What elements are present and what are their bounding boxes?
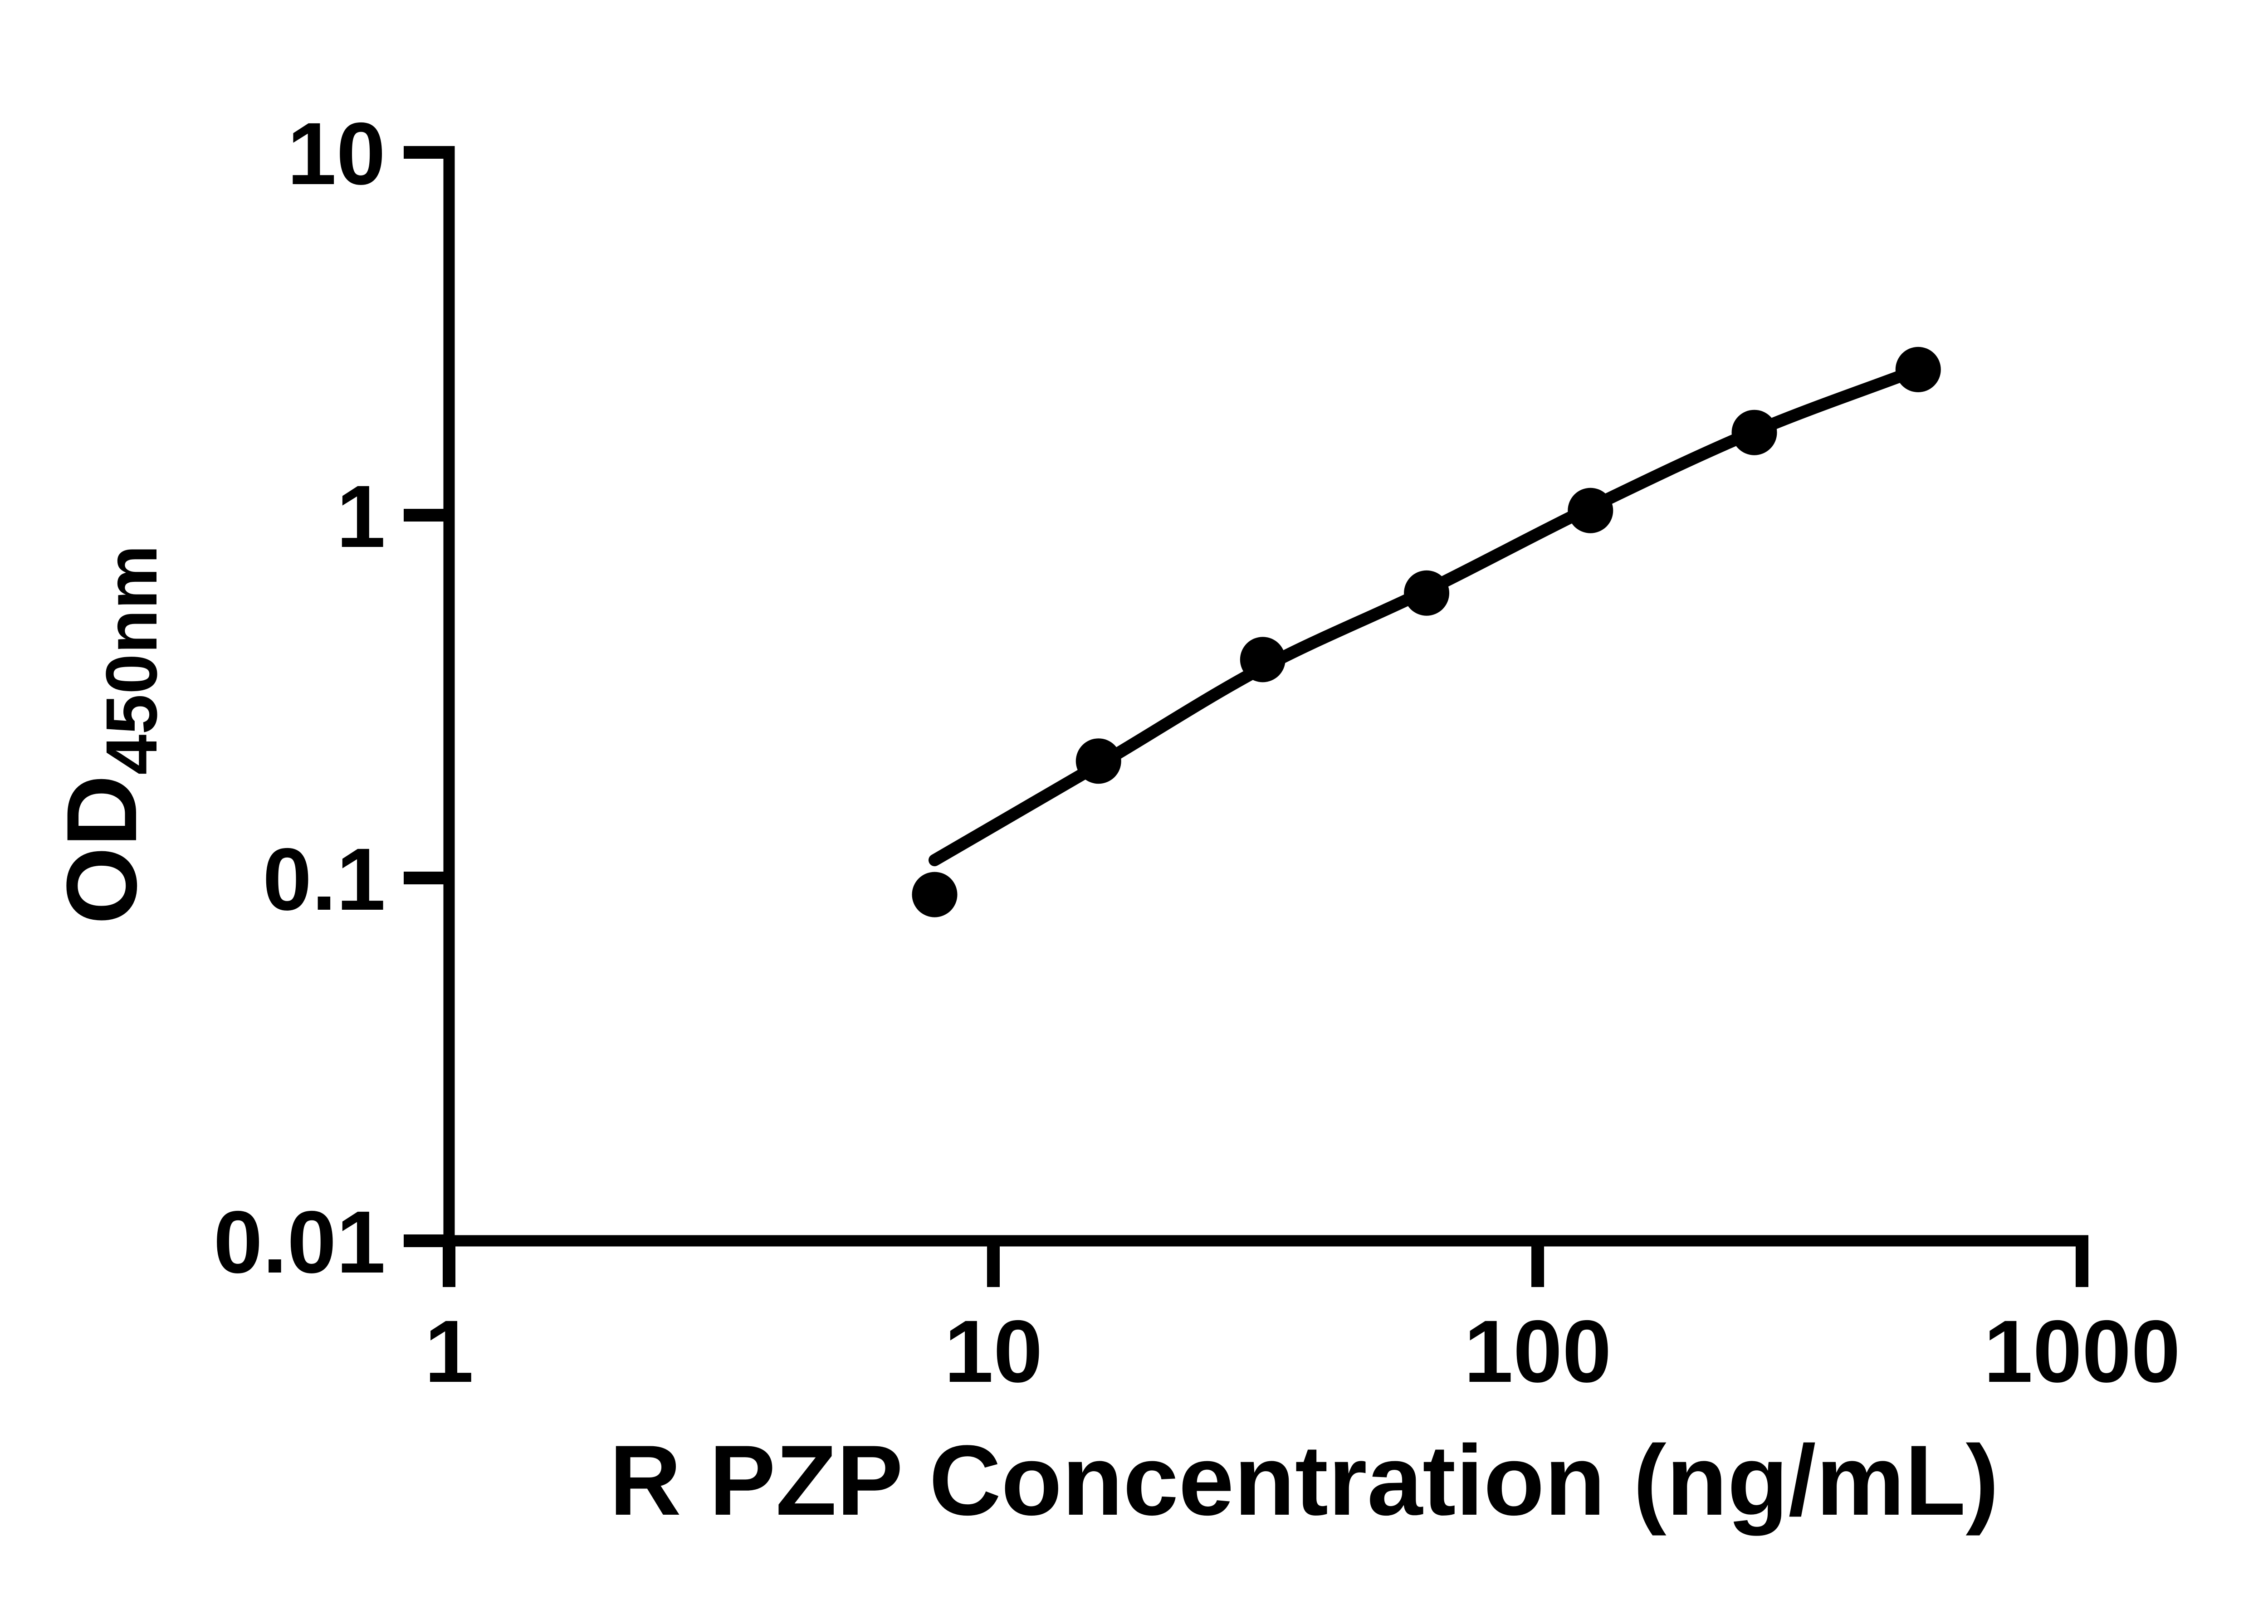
data-point: [1731, 410, 1777, 455]
x-tick-label: 100: [1464, 1302, 1611, 1401]
data-point: [1404, 570, 1450, 616]
y-axis-title: OD450nm: [46, 545, 172, 925]
data-point: [1075, 738, 1121, 784]
y-tick-label: 0.1: [263, 830, 386, 929]
y-axis-title-sub: 450nm: [91, 545, 172, 775]
data-point: [1568, 488, 1613, 533]
data-point: [912, 872, 958, 917]
y-tick-label: 10: [287, 104, 386, 203]
x-tick-label: 1: [425, 1302, 474, 1401]
data-point: [1895, 346, 1941, 392]
plot-generated-layer: 10 1 0.1 0.01 1 10 100 1000: [213, 104, 2180, 1401]
y-tick-label: 1: [337, 467, 386, 566]
x-tick-label: 10: [944, 1302, 1043, 1401]
x-axis-title: R PZP Concentration (ng/mL): [609, 1424, 1999, 1536]
x-tick-label: 1000: [1984, 1302, 2180, 1401]
y-tick-label: 0.01: [213, 1193, 386, 1292]
data-point: [1240, 637, 1286, 683]
y-axis-title-main: OD: [46, 775, 157, 924]
